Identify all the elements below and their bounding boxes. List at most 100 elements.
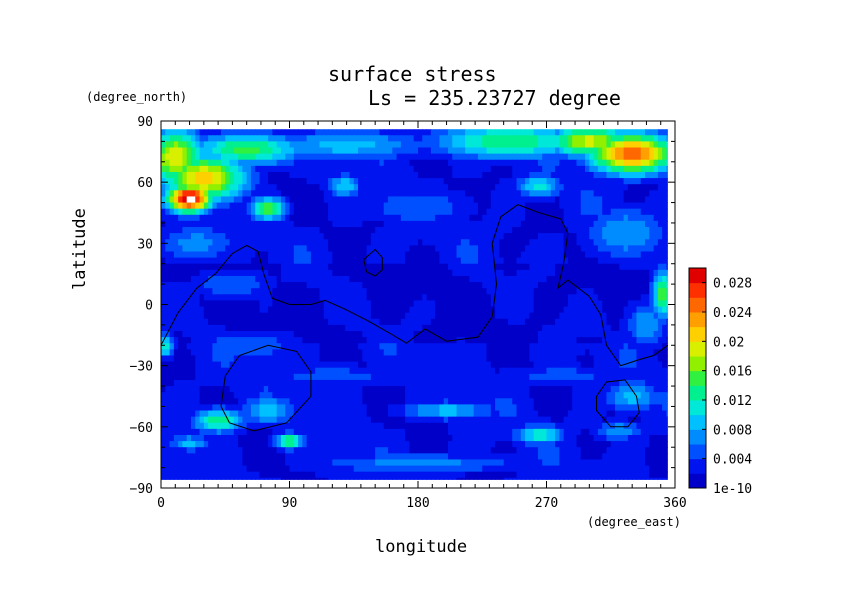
heat-cell: [597, 153, 603, 161]
heat-cell: [602, 275, 608, 283]
heat-cell: [233, 147, 239, 155]
heat-cell: [259, 269, 265, 277]
heat-cell: [250, 135, 256, 142]
heat-cell: [190, 147, 196, 155]
heat-cell: [623, 141, 629, 149]
heat-cell: [640, 159, 646, 167]
heat-cell: [379, 165, 385, 173]
heat-cell: [456, 318, 462, 326]
heat-cell: [323, 275, 329, 283]
heat-cell: [302, 178, 308, 185]
heat-cell: [619, 263, 625, 271]
heat-cell: [507, 343, 513, 350]
heat-cell: [259, 324, 265, 332]
heat-cell: [533, 159, 539, 167]
heat-cell: [418, 355, 423, 363]
heat-cell: [280, 306, 286, 314]
heat-cell: [662, 171, 668, 179]
heat-cell: [195, 245, 201, 253]
heat-cell: [422, 251, 428, 259]
heat-cell: [452, 214, 458, 222]
heat-cell: [370, 184, 376, 191]
heat-cell: [161, 294, 166, 302]
heat-cell: [178, 208, 184, 216]
heat-cell: [165, 373, 171, 381]
heat-cell: [615, 171, 620, 179]
heat-cell: [589, 233, 595, 240]
heat-cell: [606, 227, 612, 234]
heat-cell: [199, 178, 205, 185]
heat-cell: [293, 141, 299, 149]
heat-cell: [520, 141, 526, 149]
heat-cell: [430, 337, 436, 344]
heat-cell: [580, 190, 586, 198]
heat-cell: [293, 324, 299, 332]
heat-cell: [268, 184, 273, 191]
heat-cell: [353, 165, 359, 173]
heat-cell: [632, 306, 638, 314]
heat-cell: [319, 337, 325, 344]
heat-cell: [593, 147, 599, 155]
heat-cell: [366, 343, 372, 350]
heat-cell: [263, 208, 269, 216]
heat-cell: [250, 300, 256, 308]
heat-cell: [456, 373, 462, 381]
heat-cell: [358, 214, 363, 222]
heat-cell: [507, 361, 513, 369]
heat-cell: [396, 208, 402, 216]
heat-cell: [473, 220, 479, 228]
heat-cell: [190, 324, 196, 332]
heat-cell: [615, 324, 620, 332]
heat-cell: [456, 239, 462, 246]
heat-cell: [238, 379, 243, 387]
heat-cell: [315, 263, 321, 271]
heat-cell: [632, 165, 638, 173]
heat-cell: [499, 208, 505, 216]
heat-cell: [456, 355, 462, 363]
heat-cell: [225, 245, 231, 253]
heat-cell: [567, 331, 573, 338]
heat-cell: [576, 141, 582, 149]
heat-cell: [469, 233, 475, 240]
heat-cell: [555, 306, 560, 314]
heat-cell: [353, 318, 359, 326]
heat-cell: [550, 165, 556, 173]
heat-cell: [615, 214, 620, 222]
heat-cell: [392, 135, 398, 142]
heat-cell: [645, 343, 650, 350]
heat-cell: [388, 367, 393, 375]
heat-cell: [593, 233, 599, 240]
heat-cell: [212, 165, 218, 173]
heat-cell: [349, 263, 355, 271]
heat-cell: [178, 202, 184, 210]
heat-cell: [268, 331, 273, 338]
heat-cell: [452, 343, 458, 350]
heat-cell: [645, 196, 650, 204]
heat-cell: [456, 282, 462, 289]
heat-cell: [435, 245, 441, 253]
heat-cell: [276, 294, 282, 302]
heat-cell: [619, 349, 625, 357]
heat-cell: [370, 171, 376, 179]
heat-cell: [293, 220, 299, 228]
heat-cell: [499, 196, 505, 204]
heat-cell: [486, 367, 492, 375]
heat-cell: [662, 135, 668, 142]
heat-cell: [173, 294, 179, 302]
heat-cell: [285, 196, 291, 204]
heat-cell: [323, 288, 329, 295]
heat-cell: [477, 178, 483, 185]
heat-cell: [178, 129, 184, 136]
heat-cell: [259, 331, 265, 338]
heat-cell: [418, 171, 423, 179]
heat-cell: [242, 147, 248, 155]
heat-cell: [169, 318, 175, 326]
heat-cell: [520, 129, 526, 136]
heat-cell: [396, 178, 402, 185]
heat-cell: [259, 306, 265, 314]
heat-cell: [315, 275, 321, 283]
heat-cell: [332, 227, 338, 234]
heat-cell: [349, 343, 355, 350]
heat-cell: [567, 196, 573, 204]
heat-cell: [220, 159, 226, 167]
